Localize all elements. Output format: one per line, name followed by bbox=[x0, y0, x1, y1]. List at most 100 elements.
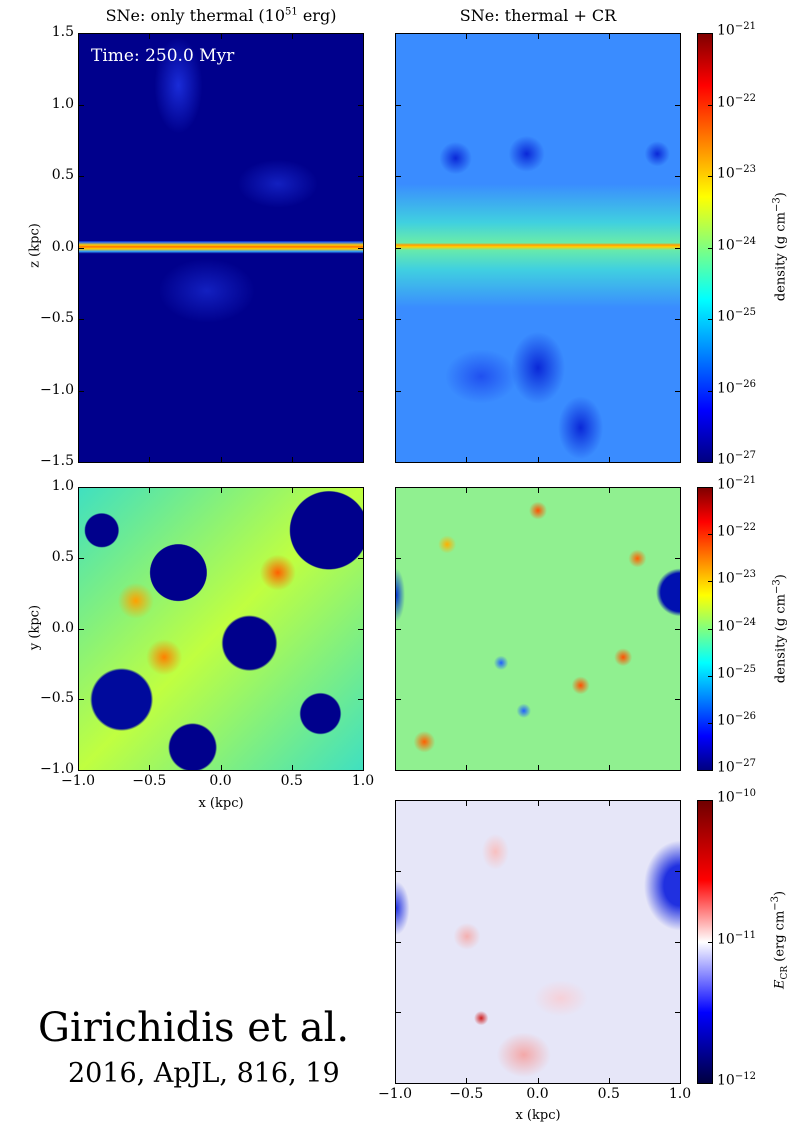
y-tick-label: 1.5 bbox=[51, 24, 74, 40]
x-tick-label: −1.0 bbox=[378, 1086, 412, 1102]
x-tick-label: 0.0 bbox=[526, 1086, 549, 1102]
y-tick-label: 1.0 bbox=[51, 95, 74, 112]
colorbar-tick-mark bbox=[708, 104, 713, 106]
x-tick-mark bbox=[680, 1078, 681, 1084]
y-tick-mark bbox=[395, 390, 401, 392]
x-tick-mark bbox=[149, 33, 151, 39]
x-tick-mark bbox=[149, 457, 151, 463]
y-tick-mark bbox=[675, 104, 681, 106]
y-tick-label: 0.0 bbox=[51, 238, 74, 255]
y-tick-label: 0.0 bbox=[51, 619, 74, 636]
x-tick-mark bbox=[149, 765, 151, 771]
colorbar-tick-label: 10−21 bbox=[717, 475, 756, 493]
x-tick-label: 0.5 bbox=[280, 773, 303, 789]
x-tick-mark bbox=[291, 765, 293, 771]
x-tick-mark bbox=[608, 33, 610, 39]
x-tick-mark bbox=[78, 765, 79, 771]
y-tick-mark bbox=[675, 1083, 681, 1084]
colorbar-tick-mark bbox=[708, 770, 713, 771]
x-tick-label: 0.5 bbox=[597, 1086, 620, 1102]
x-tick-mark bbox=[608, 457, 610, 463]
y-tick-mark bbox=[78, 557, 84, 559]
x-tick-mark bbox=[608, 800, 610, 806]
colorbar-tick-label: 10−22 bbox=[717, 522, 756, 540]
y-tick-mark bbox=[395, 247, 401, 249]
x-tick-mark bbox=[608, 487, 610, 493]
y-tick-mark bbox=[78, 104, 84, 106]
x-tick-mark bbox=[78, 487, 79, 493]
y-tick-mark bbox=[395, 104, 401, 106]
colorbar-tick-label: 10−23 bbox=[717, 569, 756, 587]
colorbar-tick-mark bbox=[708, 941, 713, 943]
y-tick-mark bbox=[675, 800, 681, 801]
colorbar-tick-mark bbox=[708, 722, 713, 724]
x-tick-mark bbox=[149, 487, 151, 493]
colorbar-tick-label: 10−25 bbox=[717, 307, 756, 325]
y-tick-mark bbox=[78, 176, 84, 177]
colorbar-tick-mark bbox=[708, 1083, 713, 1084]
x-tick-mark bbox=[363, 457, 364, 463]
colorbar-tick-label: 10−26 bbox=[717, 378, 756, 397]
colorbar-tick-label: 10−10 bbox=[717, 788, 756, 806]
cr-energy-map-face-on bbox=[395, 800, 681, 1084]
y-tick-label: −1.0 bbox=[40, 381, 74, 398]
colorbar-tick-mark bbox=[708, 534, 713, 536]
x-tick-mark bbox=[537, 33, 539, 39]
x-tick-mark bbox=[363, 487, 364, 493]
y-tick-label: −1.5 bbox=[40, 453, 74, 469]
x-tick-mark bbox=[291, 33, 293, 39]
x-tick-mark bbox=[466, 457, 468, 463]
x-axis-label-bottom: x (kpc) bbox=[515, 1108, 561, 1123]
y-tick-label: 0.5 bbox=[51, 548, 74, 565]
colorbar-tick-mark bbox=[708, 319, 713, 320]
colorbar-tick-label: 10−24 bbox=[717, 616, 756, 635]
colorbar-tick-mark bbox=[708, 390, 713, 392]
y-tick-mark bbox=[358, 33, 364, 34]
colorbar-tick-mark bbox=[708, 628, 713, 630]
x-tick-label: 1.0 bbox=[668, 1086, 692, 1102]
y-tick-mark bbox=[395, 870, 401, 872]
y-tick-mark bbox=[395, 770, 401, 771]
citation-authors: Girichidis et al. bbox=[38, 1005, 350, 1051]
x-tick-mark bbox=[608, 1078, 610, 1084]
y-tick-mark bbox=[675, 176, 681, 177]
x-tick-label: 1.0 bbox=[351, 773, 375, 789]
colorbar-tick-label: 10−22 bbox=[717, 92, 756, 111]
x-tick-mark bbox=[395, 800, 396, 806]
x-tick-mark bbox=[220, 487, 222, 493]
x-tick-mark bbox=[537, 800, 539, 806]
y-tick-mark bbox=[395, 462, 401, 463]
x-tick-mark bbox=[680, 33, 681, 39]
y-tick-mark bbox=[78, 462, 84, 463]
y-tick-label: 1.0 bbox=[51, 478, 74, 494]
y-tick-mark bbox=[675, 770, 681, 771]
colorbar-tick-mark bbox=[708, 675, 713, 677]
colorbar-label-density-middle: density (g cm−3) bbox=[771, 574, 789, 684]
y-tick-mark bbox=[358, 176, 364, 177]
y-tick-mark bbox=[358, 770, 364, 771]
x-tick-mark bbox=[466, 800, 468, 806]
y-tick-mark bbox=[395, 628, 401, 630]
x-tick-mark bbox=[291, 457, 293, 463]
y-tick-mark bbox=[78, 699, 84, 701]
colorbar-tick-mark bbox=[708, 247, 713, 249]
x-tick-mark bbox=[537, 765, 539, 771]
y-tick-mark bbox=[675, 462, 681, 463]
x-tick-mark bbox=[220, 457, 222, 463]
y-tick-label: −0.5 bbox=[40, 310, 74, 326]
x-tick-mark bbox=[680, 457, 681, 463]
x-tick-label: 0.0 bbox=[209, 773, 232, 789]
x-tick-mark bbox=[680, 765, 681, 771]
x-tick-mark bbox=[537, 487, 539, 493]
y-tick-mark bbox=[358, 628, 364, 630]
y-tick-mark bbox=[675, 699, 681, 701]
x-tick-mark bbox=[466, 1078, 468, 1084]
y-tick-mark bbox=[675, 319, 681, 320]
y-tick-mark bbox=[675, 1012, 681, 1014]
y-tick-mark bbox=[358, 699, 364, 701]
colorbar-tick-label: 10−26 bbox=[717, 710, 756, 729]
x-tick-mark bbox=[363, 765, 364, 771]
x-tick-mark bbox=[78, 457, 79, 463]
colorbar-tick-label: 10−21 bbox=[717, 21, 756, 39]
y-tick-mark bbox=[78, 319, 84, 320]
